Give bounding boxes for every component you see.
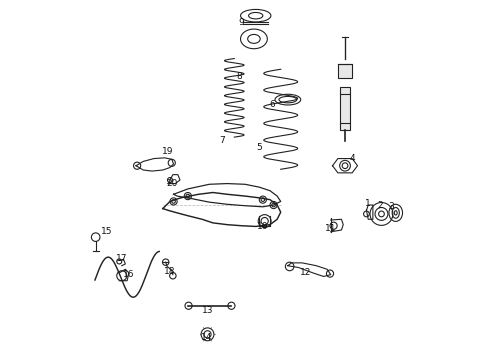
Text: 1: 1 [366, 199, 371, 208]
Text: 14: 14 [201, 333, 213, 342]
Text: 2: 2 [377, 201, 383, 210]
Bar [340, 87, 350, 130]
Text: 16: 16 [123, 270, 135, 279]
Text: 11: 11 [325, 224, 337, 233]
Text: 20: 20 [166, 179, 177, 188]
Text: 8: 8 [237, 72, 243, 81]
Text: 4: 4 [349, 154, 355, 163]
Text: 5: 5 [256, 143, 262, 152]
Text: 17: 17 [116, 254, 127, 263]
Text: 19: 19 [163, 147, 174, 156]
Text: 6: 6 [269, 100, 275, 109]
Text: 7: 7 [219, 136, 224, 145]
Text: 13: 13 [202, 306, 213, 315]
Text: 9: 9 [239, 18, 245, 27]
Text: 15: 15 [100, 227, 112, 236]
Text: 12: 12 [300, 268, 312, 277]
Text: 18: 18 [164, 267, 176, 276]
Bar [338, 64, 352, 78]
Text: 3: 3 [389, 202, 394, 211]
Text: 10: 10 [257, 222, 269, 231]
